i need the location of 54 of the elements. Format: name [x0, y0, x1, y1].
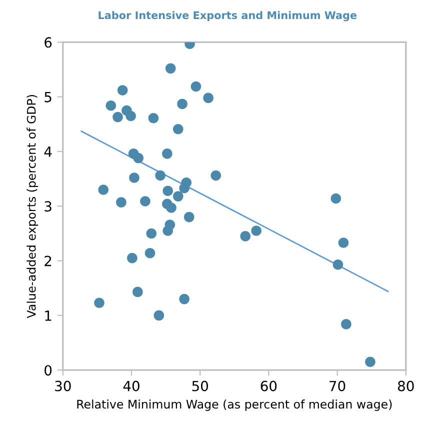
point — [155, 170, 166, 181]
y-tick-label: 3 — [44, 201, 52, 212]
point — [172, 191, 184, 202]
x-tick-label: 40 — [123, 380, 140, 392]
point — [133, 152, 144, 164]
point — [179, 294, 190, 304]
y-tick-label: 6 — [44, 37, 52, 48]
point — [144, 248, 156, 258]
point — [177, 98, 188, 110]
point — [210, 170, 222, 181]
point — [98, 184, 109, 195]
x-tick-label: 50 — [192, 380, 208, 392]
point — [140, 196, 150, 206]
point — [172, 124, 184, 134]
point — [94, 298, 104, 308]
point — [179, 182, 190, 194]
y-tick-label: 1 — [45, 310, 52, 321]
x-axis-title: Relative Minimum Wage (as percent of median wage) — [77, 400, 392, 411]
point — [129, 172, 140, 183]
point — [148, 113, 159, 124]
point — [162, 226, 173, 236]
point — [330, 193, 342, 204]
point — [240, 231, 251, 242]
point — [127, 252, 138, 264]
point — [112, 112, 123, 122]
y-tick-label: 5 — [44, 92, 52, 102]
x-tick-label: 30 — [55, 380, 71, 392]
x-tick-label: 60 — [260, 380, 277, 392]
y-axis-title: Value-added exports (percent of GDP) — [26, 95, 38, 318]
point — [162, 186, 173, 196]
point — [332, 259, 344, 270]
y-tick-label: 0 — [44, 365, 52, 376]
point — [106, 100, 116, 111]
point — [166, 202, 176, 213]
x-tick-label: 70 — [330, 380, 346, 392]
point — [190, 81, 202, 92]
point — [341, 319, 352, 330]
point — [126, 110, 136, 122]
point — [251, 226, 262, 236]
point — [165, 63, 176, 74]
point — [338, 238, 349, 248]
point — [116, 197, 126, 208]
x-tick-label: 80 — [398, 380, 414, 392]
y-tick-label: 2 — [44, 256, 52, 266]
chart-title: Labor Intensive Exports and Minimum Wage — [98, 11, 357, 22]
point — [132, 286, 143, 298]
point — [162, 148, 172, 159]
point — [117, 85, 128, 96]
point — [203, 92, 214, 104]
y-tick-label: 4 — [44, 146, 52, 157]
point — [154, 310, 164, 321]
point — [365, 356, 376, 368]
point — [146, 228, 157, 239]
point — [184, 212, 194, 222]
